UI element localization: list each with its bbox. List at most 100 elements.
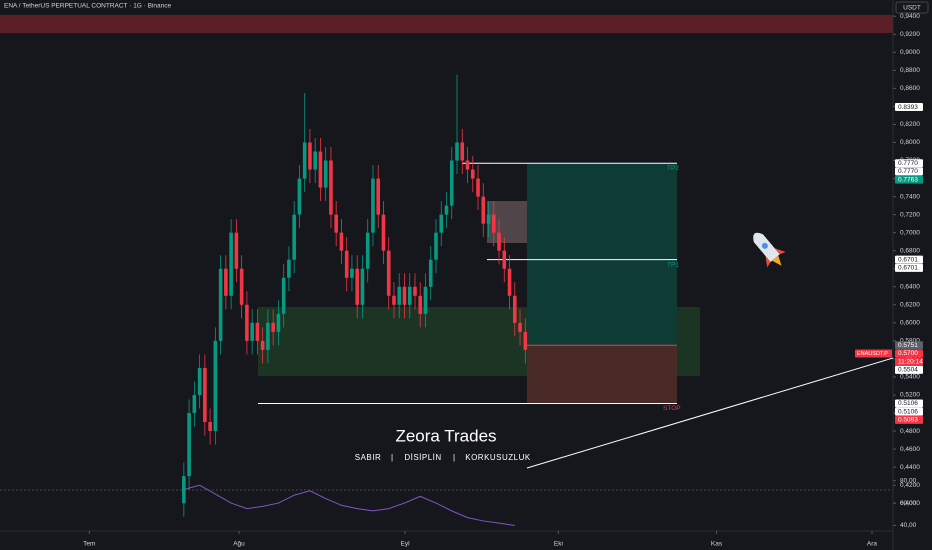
candle-body <box>292 214 296 260</box>
price-label-box <box>895 349 923 358</box>
price-label: 0.5093 <box>898 417 918 424</box>
price-label: 0.6701 <box>898 256 918 263</box>
candle-body <box>428 259 433 287</box>
y-tick-label: 0,4200 <box>900 482 920 489</box>
price-label: 0.5504 <box>898 367 918 374</box>
candle-body <box>376 178 381 215</box>
price-label-box <box>895 415 923 424</box>
candle-body <box>245 304 249 341</box>
candle-body <box>297 178 302 215</box>
price-label-box <box>895 175 923 184</box>
divider: | <box>391 453 393 462</box>
candle-body <box>470 169 475 179</box>
y-tick-label: 0,8000 <box>900 139 920 146</box>
motto-word: KORKUSUZLUK <box>465 453 531 462</box>
price-label-box <box>895 167 923 176</box>
candle-body <box>518 322 522 332</box>
candle-body <box>318 151 323 188</box>
y-tick-label: 0,5200 <box>900 392 920 399</box>
candle-body <box>255 322 260 341</box>
countdown-box <box>895 357 923 366</box>
y-tick-label: 0,8800 <box>900 67 920 74</box>
candle-body <box>344 250 349 278</box>
candle-body <box>481 196 486 224</box>
candle-body <box>407 286 412 305</box>
candle-body <box>203 367 207 423</box>
candle-body <box>313 151 317 170</box>
rsi-tick-label: 60,00 <box>900 500 917 507</box>
candle-body <box>476 178 480 197</box>
y-tick-label: 0,7400 <box>900 193 920 200</box>
candle-body <box>229 232 233 296</box>
candle-body <box>418 295 423 314</box>
price-label: 0.8393 <box>898 104 918 111</box>
target-label: TP2 <box>667 165 679 172</box>
candle-body <box>308 142 312 170</box>
candle-body <box>187 413 191 477</box>
candle-body <box>182 476 186 504</box>
candle-body <box>224 268 228 296</box>
candle-body <box>208 422 212 432</box>
price-label-box <box>895 103 923 112</box>
y-tick-label: 0,6400 <box>900 283 920 290</box>
divider: | <box>453 453 455 462</box>
symbol-tag: ENAUSDT.P <box>857 351 888 357</box>
candle-body <box>486 214 491 224</box>
candle-body <box>323 160 328 188</box>
candle-body <box>434 232 438 260</box>
candle-body <box>329 160 333 215</box>
candle-body <box>302 142 307 179</box>
candle-body <box>197 367 202 395</box>
candle-body <box>281 277 286 314</box>
candle-body <box>239 268 244 305</box>
target-area <box>527 163 677 346</box>
candle-body <box>392 295 396 305</box>
y-tick-label: 0,9200 <box>900 31 920 38</box>
rsi-tick-label: 80,00 <box>900 477 917 484</box>
candle-body <box>381 214 386 251</box>
candle-body <box>507 268 512 296</box>
motto-word: DİSİPLİN <box>404 453 441 462</box>
price-label-box <box>895 341 923 350</box>
candle-body <box>413 286 417 296</box>
countdown: 11:20:14 <box>898 358 923 365</box>
candle-body <box>334 214 338 233</box>
y-tick-label: 0,8600 <box>900 85 920 92</box>
y-tick-label: 0,9000 <box>900 49 920 56</box>
price-label: 0.7770 <box>898 160 918 167</box>
y-tick-label: 0,9400 <box>900 13 920 20</box>
candle-body <box>523 331 528 350</box>
symbol-title: ENA / TetherUS PERPETUAL CONTRACT · 1G ·… <box>4 3 172 10</box>
candle-body <box>355 268 359 305</box>
y-tick-label: 0,6800 <box>900 247 920 254</box>
y-tick-label: 0,4000 <box>900 500 920 507</box>
candle-body <box>271 322 275 332</box>
candle-body <box>234 232 239 269</box>
candle-body <box>512 295 517 323</box>
x-tick-label: Tem <box>83 541 95 548</box>
resistance-band <box>0 15 893 33</box>
candle-body <box>386 250 391 296</box>
price-label-box <box>895 399 923 408</box>
price-label: 0.5751 <box>898 342 918 349</box>
currency-box <box>895 1 929 14</box>
price-label: 0.7763 <box>898 176 918 183</box>
motto-word: SABIR <box>355 453 382 462</box>
x-tick-label: Ağu <box>233 541 245 548</box>
candle-body <box>402 286 407 305</box>
price-label-box <box>895 255 923 264</box>
rsi-line <box>183 484 515 526</box>
price-label-box <box>895 407 923 416</box>
price-label: 0.5106 <box>898 408 918 415</box>
candle-body <box>350 268 354 278</box>
rsi-tick-label: 40,00 <box>900 522 917 529</box>
price-label-box <box>895 159 923 168</box>
candle-body <box>397 286 402 305</box>
price-label: 0.5106 <box>898 400 918 407</box>
currency: USDT <box>903 5 921 12</box>
symbol-tag-box <box>855 349 892 358</box>
stop-label: STOP <box>663 405 681 412</box>
candle-body <box>444 205 449 215</box>
price-label: 0.6701 <box>898 265 918 272</box>
